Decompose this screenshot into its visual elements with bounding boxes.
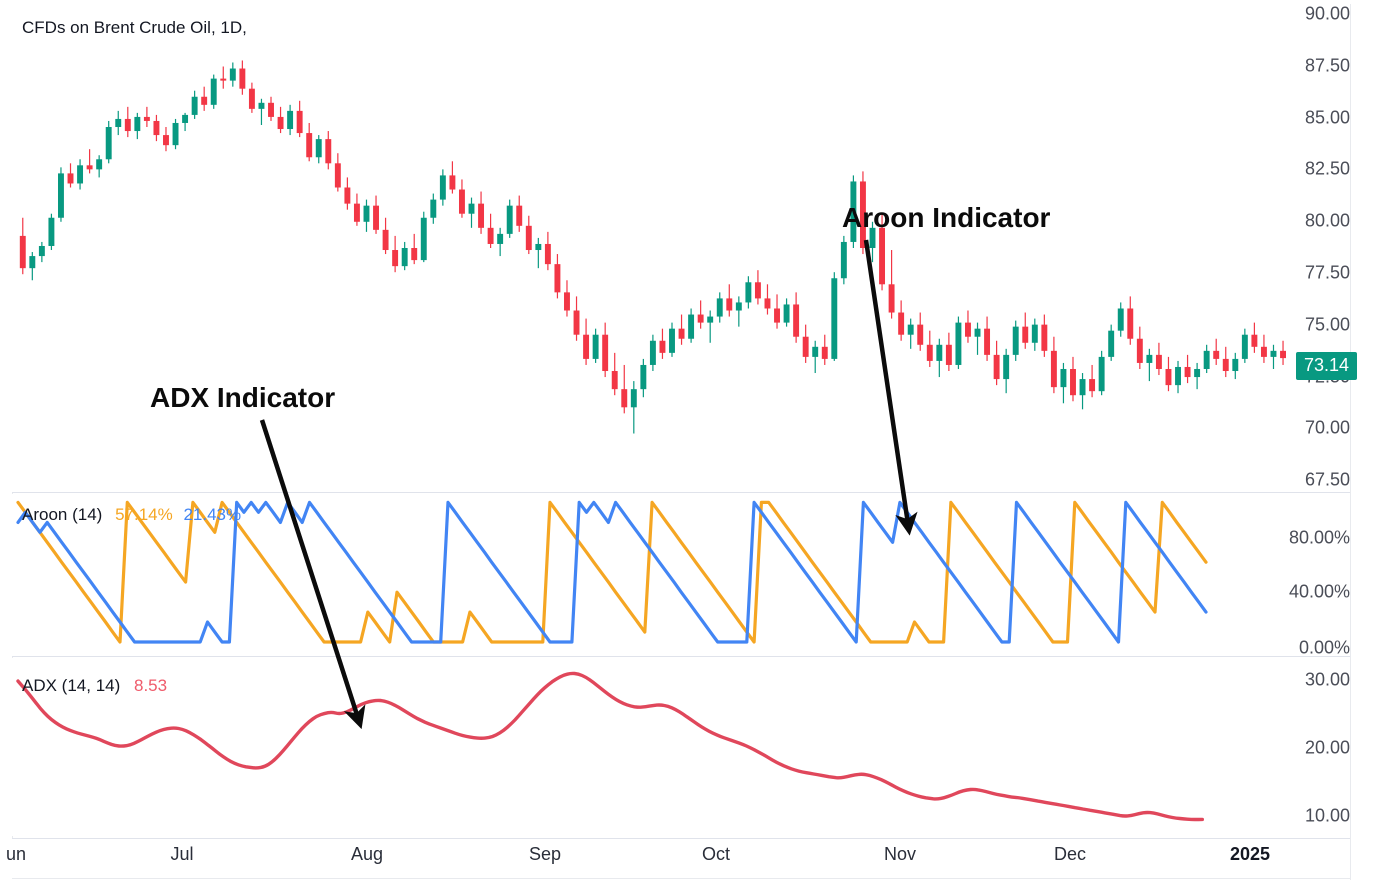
price-scale-label-5: 77.50 <box>1304 262 1350 283</box>
price-pane[interactable] <box>12 4 1350 492</box>
annotation-label-aroon: Aroon Indicator <box>842 202 1051 233</box>
annotation-label-adx: ADX Indicator <box>150 382 336 413</box>
time-axis-label-2: Aug <box>350 844 384 864</box>
price-scale-label-0: 90.00 <box>1304 3 1350 24</box>
chart-frame-bottom-edge <box>12 878 1350 879</box>
price-scale-label-8: 70.00 <box>1304 417 1350 438</box>
pane-separator-2 <box>12 656 1350 657</box>
pane-separator-1 <box>12 492 1350 493</box>
price-scale-label-3: 82.50 <box>1304 158 1350 179</box>
aroon-scale-label-2: 0.00% <box>1298 637 1350 658</box>
time-axis-label-1: Jul <box>170 844 194 864</box>
candlestick-series <box>19 60 1286 434</box>
adx-scale-label-2: 10.00 <box>1304 805 1350 826</box>
adx-scale-label-1: 20.00 <box>1304 737 1350 758</box>
last-price-badge: 73.14 <box>1295 352 1357 380</box>
aroon-scale-label-0: 80.00% <box>1288 527 1350 548</box>
adx-pane[interactable] <box>12 658 1350 836</box>
price-scale-label-4: 80.00 <box>1304 210 1350 231</box>
pane-separator-3 <box>12 838 1350 839</box>
adx-series <box>16 671 1204 822</box>
time-axis-label-3: Sep <box>528 844 562 864</box>
chart-frame-right-edge <box>1350 4 1351 880</box>
aroon-scale-label-1: 40.00% <box>1288 581 1350 602</box>
price-scale-label-9: 67.50 <box>1304 469 1350 490</box>
time-axis-label-7: 2025 <box>1229 844 1271 864</box>
time-axis-label-5: Nov <box>883 844 917 864</box>
time-axis-label-6: Dec <box>1053 844 1087 864</box>
time-axis-label-0: un <box>5 844 27 864</box>
time-axis[interactable]: un Jul Aug Sep Oct Nov Dec 2025 <box>0 840 1384 878</box>
price-scale-label-6: 75.00 <box>1304 314 1350 335</box>
aroon-pane[interactable] <box>12 494 1350 656</box>
aroon-series <box>16 500 1208 644</box>
adx-scale-label-0: 30.00 <box>1304 669 1350 690</box>
time-axis-label-4: Oct <box>701 844 731 864</box>
price-scale-label-1: 87.50 <box>1304 55 1350 76</box>
price-scale-label-2: 85.00 <box>1304 107 1350 128</box>
